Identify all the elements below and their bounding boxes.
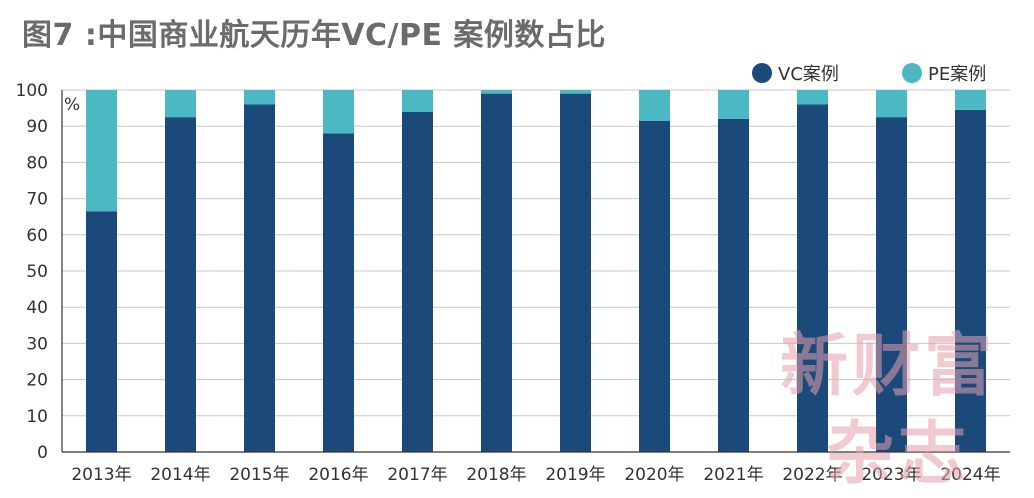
bar-vc-2018年 [481, 93, 512, 453]
bar-pe-2014年 [165, 90, 196, 118]
bar-pe-2022年 [797, 90, 828, 105]
bar-pe-2018年 [481, 90, 512, 94]
watermark-line-1: 新财富 [780, 326, 997, 406]
y-tick-label-40: 40 [26, 298, 48, 318]
bar-vc-2016年 [323, 133, 354, 452]
x-tick-label-4: 2017年 [387, 465, 447, 485]
bar-vc-2022年 [797, 104, 828, 452]
legend-label-vc: VC案例 [778, 64, 839, 85]
bar-pe-2015年 [244, 90, 275, 105]
bar-vc-2023年 [876, 117, 907, 453]
bar-vc-2013年 [86, 211, 117, 452]
bar-layer [86, 90, 986, 453]
x-tick-label-7: 2020年 [624, 465, 684, 485]
bar-pe-2023年 [876, 90, 907, 118]
bar-pe-2024年 [955, 90, 986, 110]
bar-vc-2024年 [955, 109, 986, 452]
x-tick-label-8: 2021年 [703, 465, 763, 485]
y-tick-label-0: 0 [37, 443, 48, 463]
axis-layer: 0 10 20 30 40 50 60 70 80 90 100% 2013年 2014年 2015年 20… [16, 81, 1010, 485]
bar-pe-2013年 [86, 90, 117, 212]
y-tick-label-30: 30 [26, 334, 48, 354]
legend-swatch-vc [752, 63, 772, 83]
x-tick-label-9: 2022年 [782, 465, 842, 485]
y-tick-label-80: 80 [26, 153, 48, 173]
bar-pe-2016年 [323, 90, 354, 134]
bar-pe-2017年 [402, 90, 433, 112]
bar-vc-2020年 [639, 120, 670, 453]
y-tick-label-20: 20 [26, 371, 48, 391]
bar-pe-2021年 [718, 90, 749, 119]
bar-vc-2017年 [402, 111, 433, 452]
x-tick-label-2: 2015年 [229, 465, 289, 485]
x-tick-label-10: 2023年 [861, 465, 921, 485]
y-tick-label-70: 70 [26, 190, 48, 210]
x-tick-label-5: 2018年 [466, 465, 526, 485]
bar-vc-2021年 [718, 118, 749, 453]
bar-pe-2020年 [639, 90, 670, 121]
x-tick-label-0: 2013年 [71, 465, 131, 485]
y-tick-label-10: 10 [26, 407, 48, 427]
y-tick-label-100: 100 [16, 81, 48, 101]
legend: VC案例 PE案例 [752, 63, 986, 85]
chart-title: 图7 :中国商业航天历年VC/PE 案例数占比 [22, 18, 606, 53]
y-tick-label-60: 60 [26, 226, 48, 246]
y-tick-label-50: 50 [26, 262, 48, 282]
bar-pe-2019年 [560, 90, 591, 94]
legend-swatch-pe [902, 63, 922, 83]
watermark-line-2: 杂志 [826, 414, 971, 494]
bar-vc-2015年 [244, 104, 275, 452]
y-unit-label: % [64, 95, 80, 115]
x-tick-label-3: 2016年 [308, 465, 368, 485]
x-tick-label-1: 2014年 [150, 465, 210, 485]
grid-layer [62, 89, 1010, 453]
x-tick-label-6: 2019年 [545, 465, 605, 485]
y-tick-label-90: 90 [26, 117, 48, 137]
bar-vc-2014年 [165, 117, 196, 453]
x-tick-label-11: 2024年 [940, 465, 1000, 485]
legend-label-pe: PE案例 [928, 64, 986, 85]
bar-vc-2019年 [560, 93, 591, 453]
